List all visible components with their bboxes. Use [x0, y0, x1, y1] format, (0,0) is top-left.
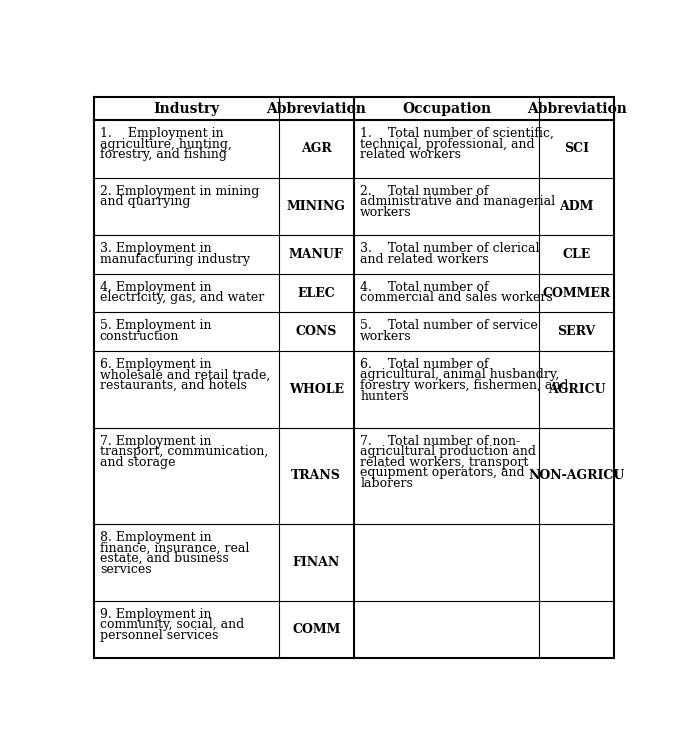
Text: 4.    Total number of: 4. Total number of — [360, 280, 489, 294]
Text: restaurants, and hotels: restaurants, and hotels — [100, 379, 247, 392]
Text: 2.    Total number of: 2. Total number of — [360, 185, 488, 198]
Text: agricultural production and: agricultural production and — [360, 445, 537, 458]
Text: COMMER: COMMER — [543, 286, 611, 300]
Text: Abbreviation: Abbreviation — [267, 101, 366, 115]
Text: CLE: CLE — [563, 248, 591, 261]
Text: and quarrying: and quarrying — [100, 196, 190, 208]
Text: estate, and business: estate, and business — [100, 552, 229, 565]
Text: related workers: related workers — [360, 148, 461, 161]
Text: ELEC: ELEC — [297, 286, 335, 300]
Text: FINAN: FINAN — [293, 556, 340, 568]
Text: forestry workers, fishermen, and: forestry workers, fishermen, and — [360, 379, 569, 392]
Text: CONS: CONS — [295, 325, 337, 338]
Text: workers: workers — [360, 330, 412, 343]
Text: 4. Employment in: 4. Employment in — [100, 280, 212, 294]
Text: ADM: ADM — [559, 200, 594, 213]
Text: agricultural, animal husbandry,: agricultural, animal husbandry, — [360, 368, 559, 382]
Text: 6.    Total number of: 6. Total number of — [360, 358, 489, 371]
Text: transport, communication,: transport, communication, — [100, 445, 268, 458]
Text: laborers: laborers — [360, 477, 413, 490]
Text: administrative and managerial: administrative and managerial — [360, 196, 555, 208]
Text: related workers, transport: related workers, transport — [360, 456, 528, 469]
Text: 3.    Total number of clerical: 3. Total number of clerical — [360, 243, 540, 255]
Text: equipment operators, and: equipment operators, and — [360, 466, 525, 479]
Text: WHOLE: WHOLE — [289, 382, 344, 396]
Text: wholesale and retail trade,: wholesale and retail trade, — [100, 368, 270, 382]
Text: 8. Employment in: 8. Employment in — [100, 530, 212, 544]
Text: TRANS: TRANS — [291, 469, 341, 482]
Text: 9. Employment in: 9. Employment in — [100, 608, 212, 620]
Text: COMM: COMM — [292, 623, 341, 636]
Text: commercial and sales workers: commercial and sales workers — [360, 292, 553, 304]
Text: community, social, and: community, social, and — [100, 618, 244, 631]
Text: hunters: hunters — [360, 390, 409, 403]
Text: SCI: SCI — [564, 142, 589, 155]
Text: forestry, and fishing: forestry, and fishing — [100, 148, 227, 161]
Text: AGR: AGR — [301, 142, 332, 155]
Text: NON-AGRICU: NON-AGRICU — [528, 469, 625, 482]
Text: 1.    Total number of scientific,: 1. Total number of scientific, — [360, 127, 554, 140]
Text: MINING: MINING — [287, 200, 346, 213]
Text: AGRICU: AGRICU — [548, 382, 605, 396]
Text: 5. Employment in: 5. Employment in — [100, 319, 212, 333]
Text: manufacturing industry: manufacturing industry — [100, 253, 250, 266]
Text: agriculture, hunting,: agriculture, hunting, — [100, 138, 232, 150]
Text: Industry: Industry — [153, 101, 219, 115]
Text: finance, insurance, real: finance, insurance, real — [100, 542, 249, 554]
Text: and storage: and storage — [100, 456, 175, 469]
Text: 3. Employment in: 3. Employment in — [100, 243, 212, 255]
Text: technical, professional, and: technical, professional, and — [360, 138, 535, 150]
Text: services: services — [100, 562, 151, 576]
Text: 6. Employment in: 6. Employment in — [100, 358, 212, 371]
Text: personnel services: personnel services — [100, 629, 218, 642]
Text: Abbreviation: Abbreviation — [527, 101, 627, 115]
Text: 7.    Total number of non-: 7. Total number of non- — [360, 434, 520, 448]
Text: 1.    Employment in: 1. Employment in — [100, 127, 223, 140]
Text: SERV: SERV — [558, 325, 596, 338]
Text: 5.    Total number of service: 5. Total number of service — [360, 319, 538, 333]
Text: construction: construction — [100, 330, 179, 343]
Text: Occupation: Occupation — [402, 101, 491, 115]
Text: MANUF: MANUF — [289, 248, 344, 261]
Text: 2. Employment in mining: 2. Employment in mining — [100, 185, 259, 198]
Text: workers: workers — [360, 206, 412, 219]
Text: electricity, gas, and water: electricity, gas, and water — [100, 292, 264, 304]
Text: 7. Employment in: 7. Employment in — [100, 434, 212, 448]
Text: and related workers: and related workers — [360, 253, 489, 266]
